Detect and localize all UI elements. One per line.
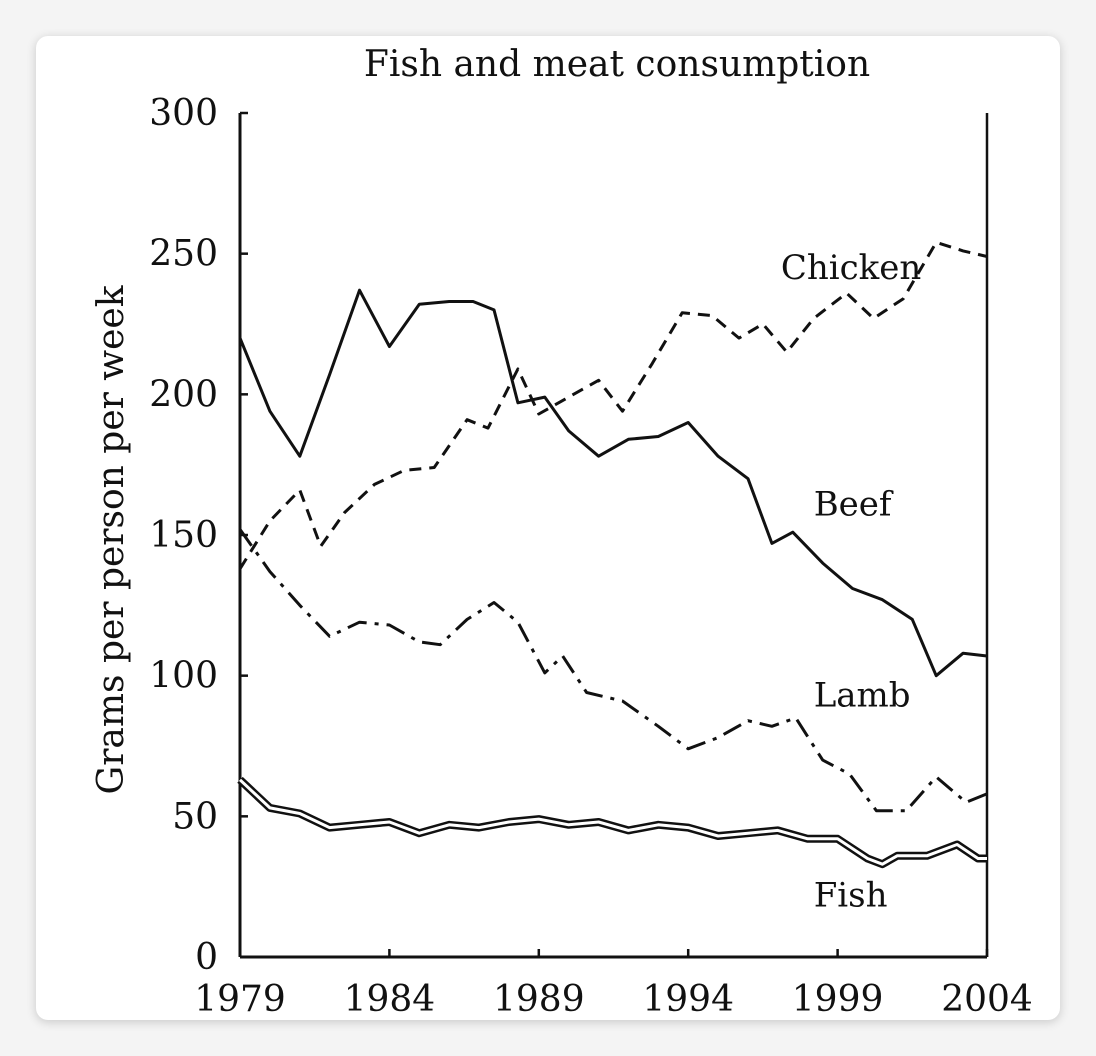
y-axis-ticks: 0 50 100 150 200 250 300 [149,93,248,978]
y-tick-label: 100 [149,656,218,697]
y-tick-label: 0 [195,937,218,978]
y-tick-label: 250 [149,234,218,275]
series-lines [237,240,988,869]
y-tick-label: 300 [149,93,218,134]
series-label-chicken: Chicken [781,248,921,288]
x-tick-label: 1984 [344,979,436,1020]
series-labels: Chicken Beef Lamb Fish [781,248,921,915]
beef-line [238,288,988,678]
axes [238,113,989,959]
series-label-fish: Fish [814,875,888,915]
fish-line-outer [237,776,987,869]
y-tick-label: 50 [172,796,218,837]
x-tick-label: 1994 [642,979,734,1020]
chart-title: Fish and meat consumption [364,44,870,85]
lamb-line [238,528,988,813]
x-axis-ticks: 1979 1984 1989 1994 1999 2004 [194,949,1033,1020]
series-label-lamb: Lamb [814,676,911,716]
fish-line-inner [238,778,987,866]
y-axis-label: Grams per person per week [91,284,132,794]
chicken-line [238,240,988,570]
x-tick-label: 2004 [941,979,1033,1020]
x-tick-label: 1989 [493,979,585,1020]
series-label-beef: Beef [814,484,894,524]
x-tick-label: 1979 [194,979,286,1020]
y-tick-label: 200 [149,374,218,415]
x-tick-label: 1999 [792,979,884,1020]
y-tick-label: 150 [149,515,218,556]
